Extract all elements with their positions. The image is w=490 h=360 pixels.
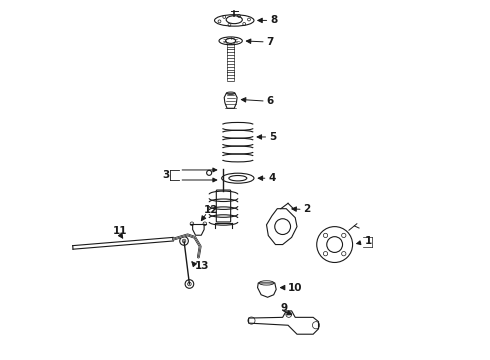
Text: 4: 4	[269, 173, 276, 183]
Text: 1: 1	[365, 236, 372, 246]
Text: 11: 11	[112, 226, 127, 236]
Text: 3: 3	[163, 170, 170, 180]
Text: 13: 13	[195, 261, 209, 271]
Text: 6: 6	[267, 96, 274, 106]
Text: 5: 5	[269, 132, 276, 142]
Text: 2: 2	[303, 204, 311, 215]
Text: 7: 7	[267, 37, 274, 47]
Text: 8: 8	[270, 15, 277, 26]
Text: 9: 9	[280, 303, 287, 313]
Text: 10: 10	[288, 283, 302, 293]
Text: 12: 12	[204, 206, 218, 216]
